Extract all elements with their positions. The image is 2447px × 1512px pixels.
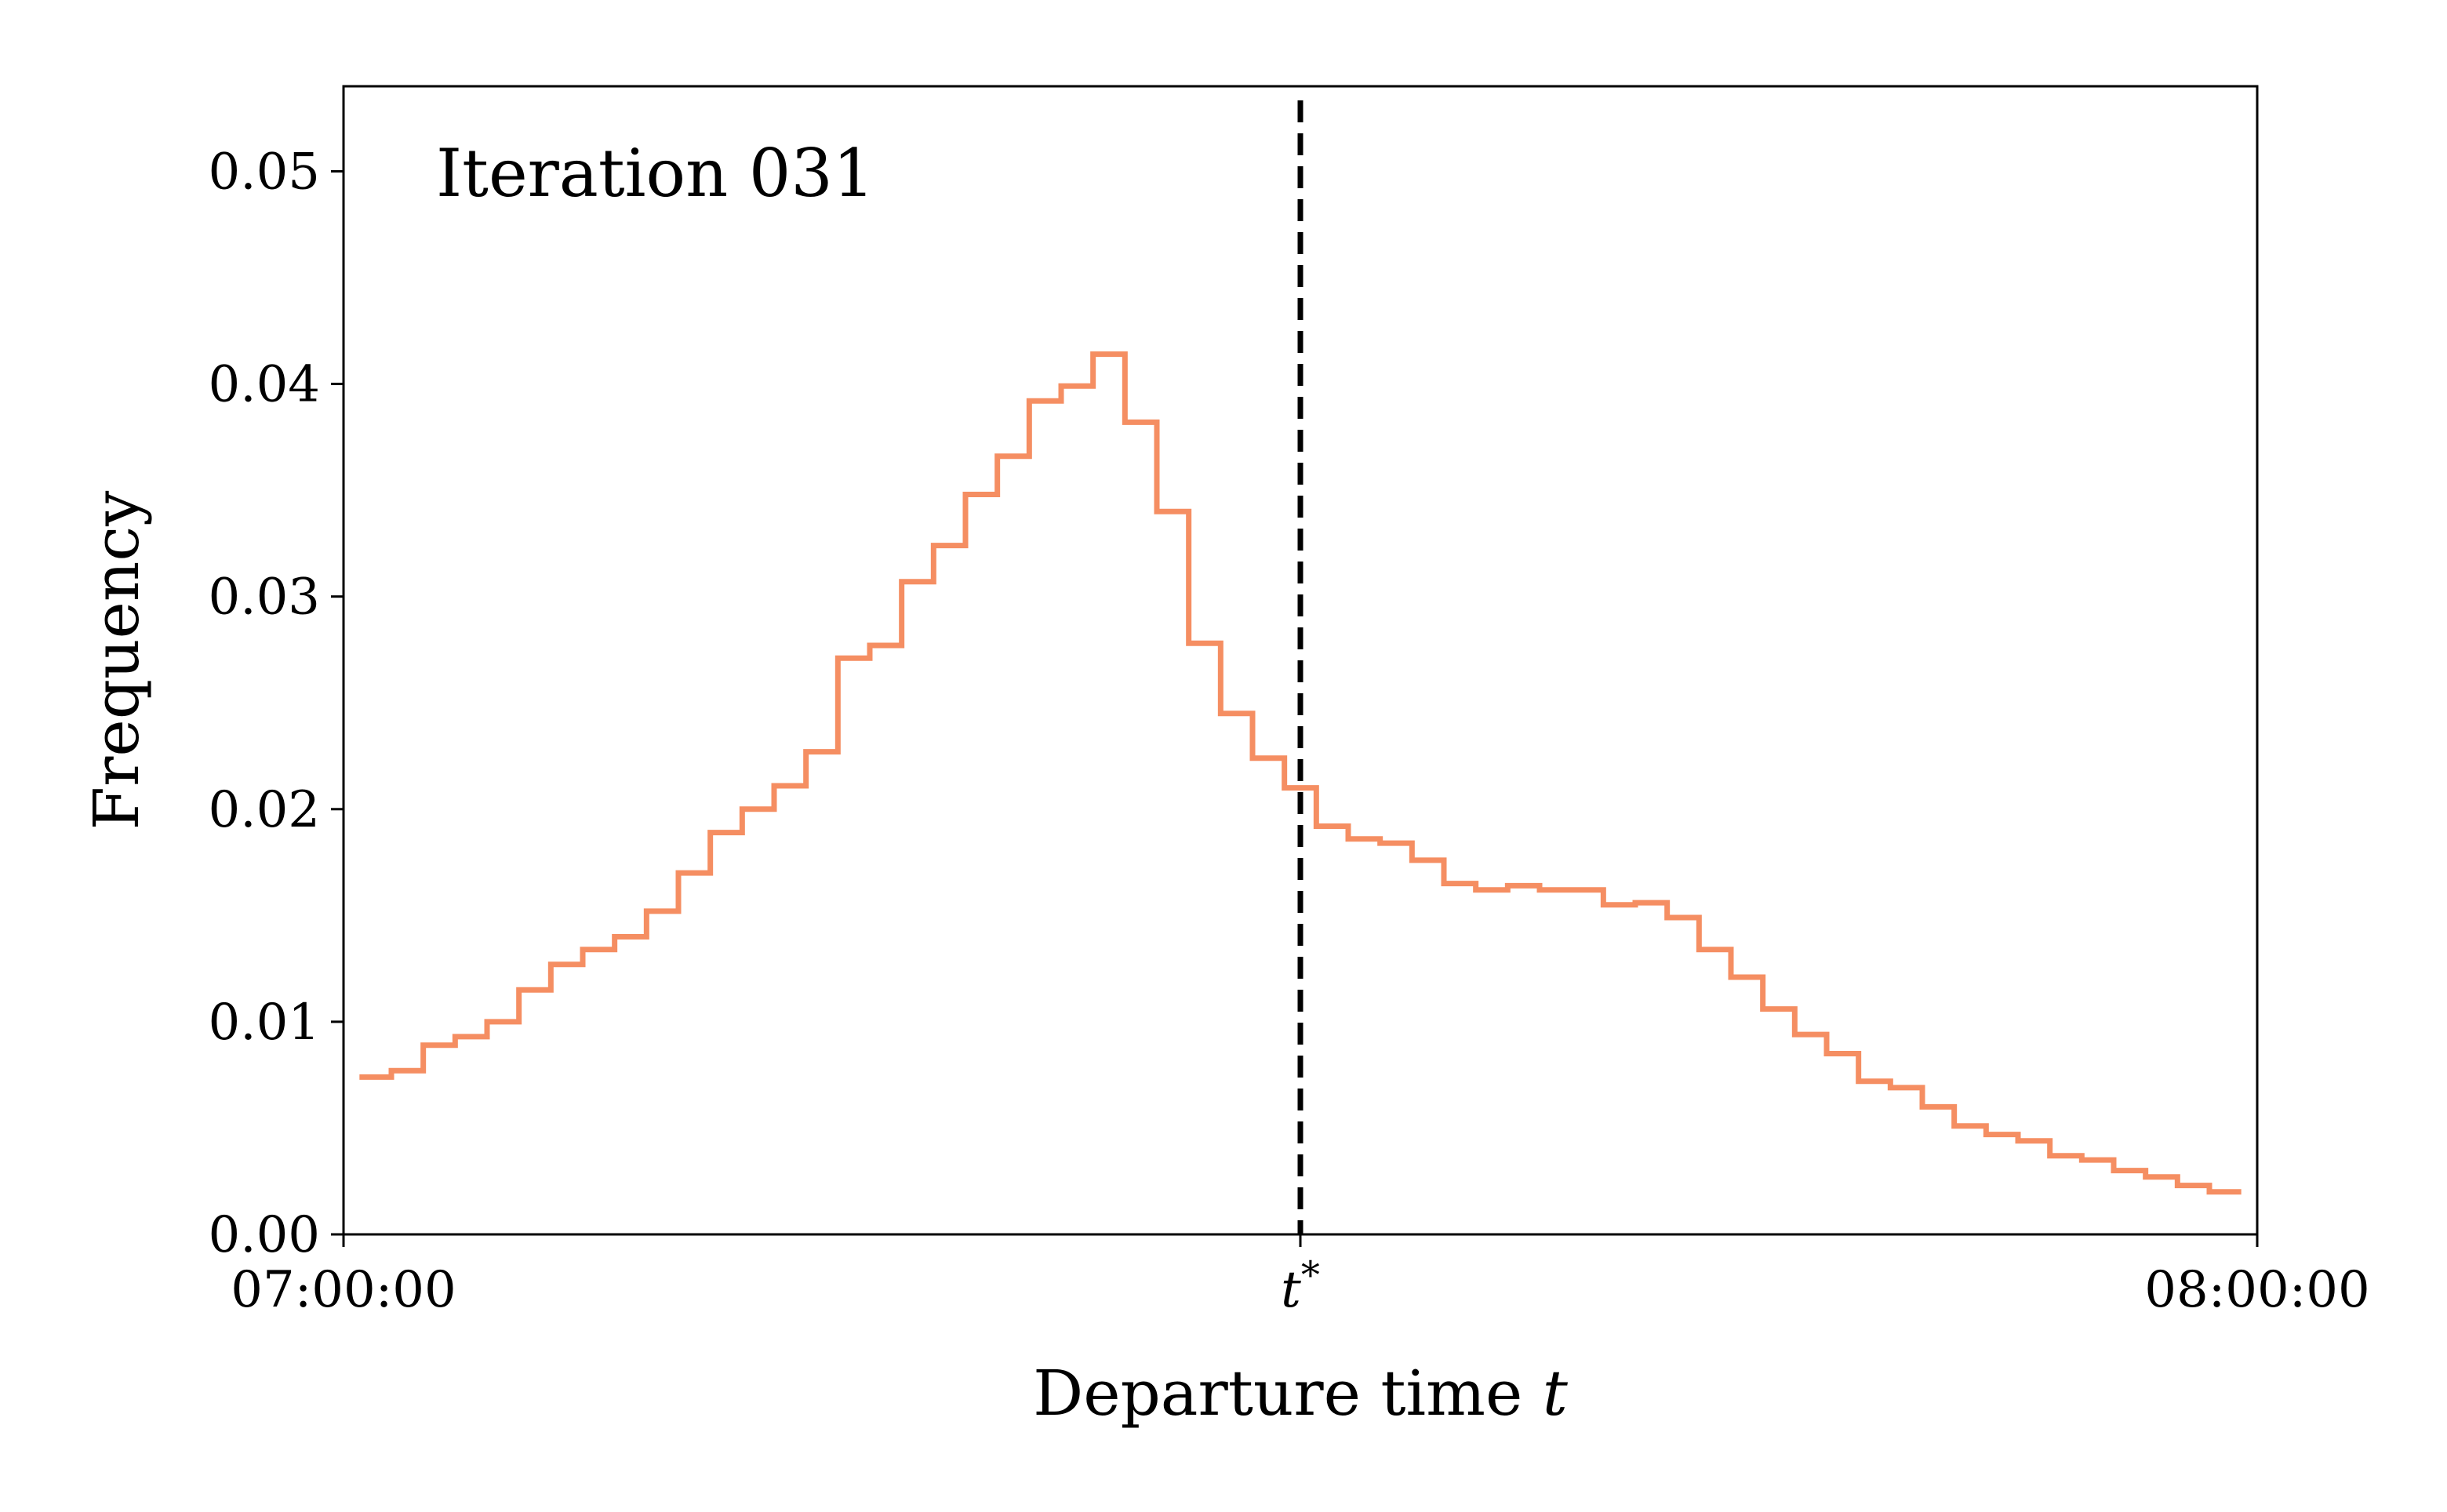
x-axis-ticks: 07:00:00 t* 08:00:00 bbox=[231, 1234, 2370, 1319]
y-tick-label: 0.05 bbox=[209, 143, 321, 201]
y-axis-label: Frequency bbox=[80, 491, 153, 831]
series-line-0 bbox=[359, 351, 2242, 1195]
y-tick-label: 0.01 bbox=[209, 994, 321, 1052]
y-tick-label: 0.04 bbox=[209, 356, 321, 414]
x-axis-label-text: Departure time bbox=[1033, 1357, 1543, 1430]
y-tick-label: 0.03 bbox=[209, 569, 321, 627]
y-tick-label: 0.02 bbox=[209, 781, 321, 839]
x-axis-label: Departure time t bbox=[1033, 1357, 1569, 1430]
x-tick-label: 08:00:00 bbox=[2144, 1261, 2369, 1319]
x-axis-label-variable: t bbox=[1543, 1357, 1569, 1430]
x-tick-label: 07:00:00 bbox=[231, 1261, 456, 1319]
x-tick-label: t* bbox=[1281, 1253, 1320, 1319]
series-layer bbox=[359, 351, 2242, 1195]
y-axis-ticks: 0.00 0.01 0.02 0.03 0.04 0.05 bbox=[209, 143, 344, 1264]
y-tick-label: 0.00 bbox=[209, 1206, 321, 1264]
iteration-annotation: Iteration 031 bbox=[436, 135, 874, 212]
